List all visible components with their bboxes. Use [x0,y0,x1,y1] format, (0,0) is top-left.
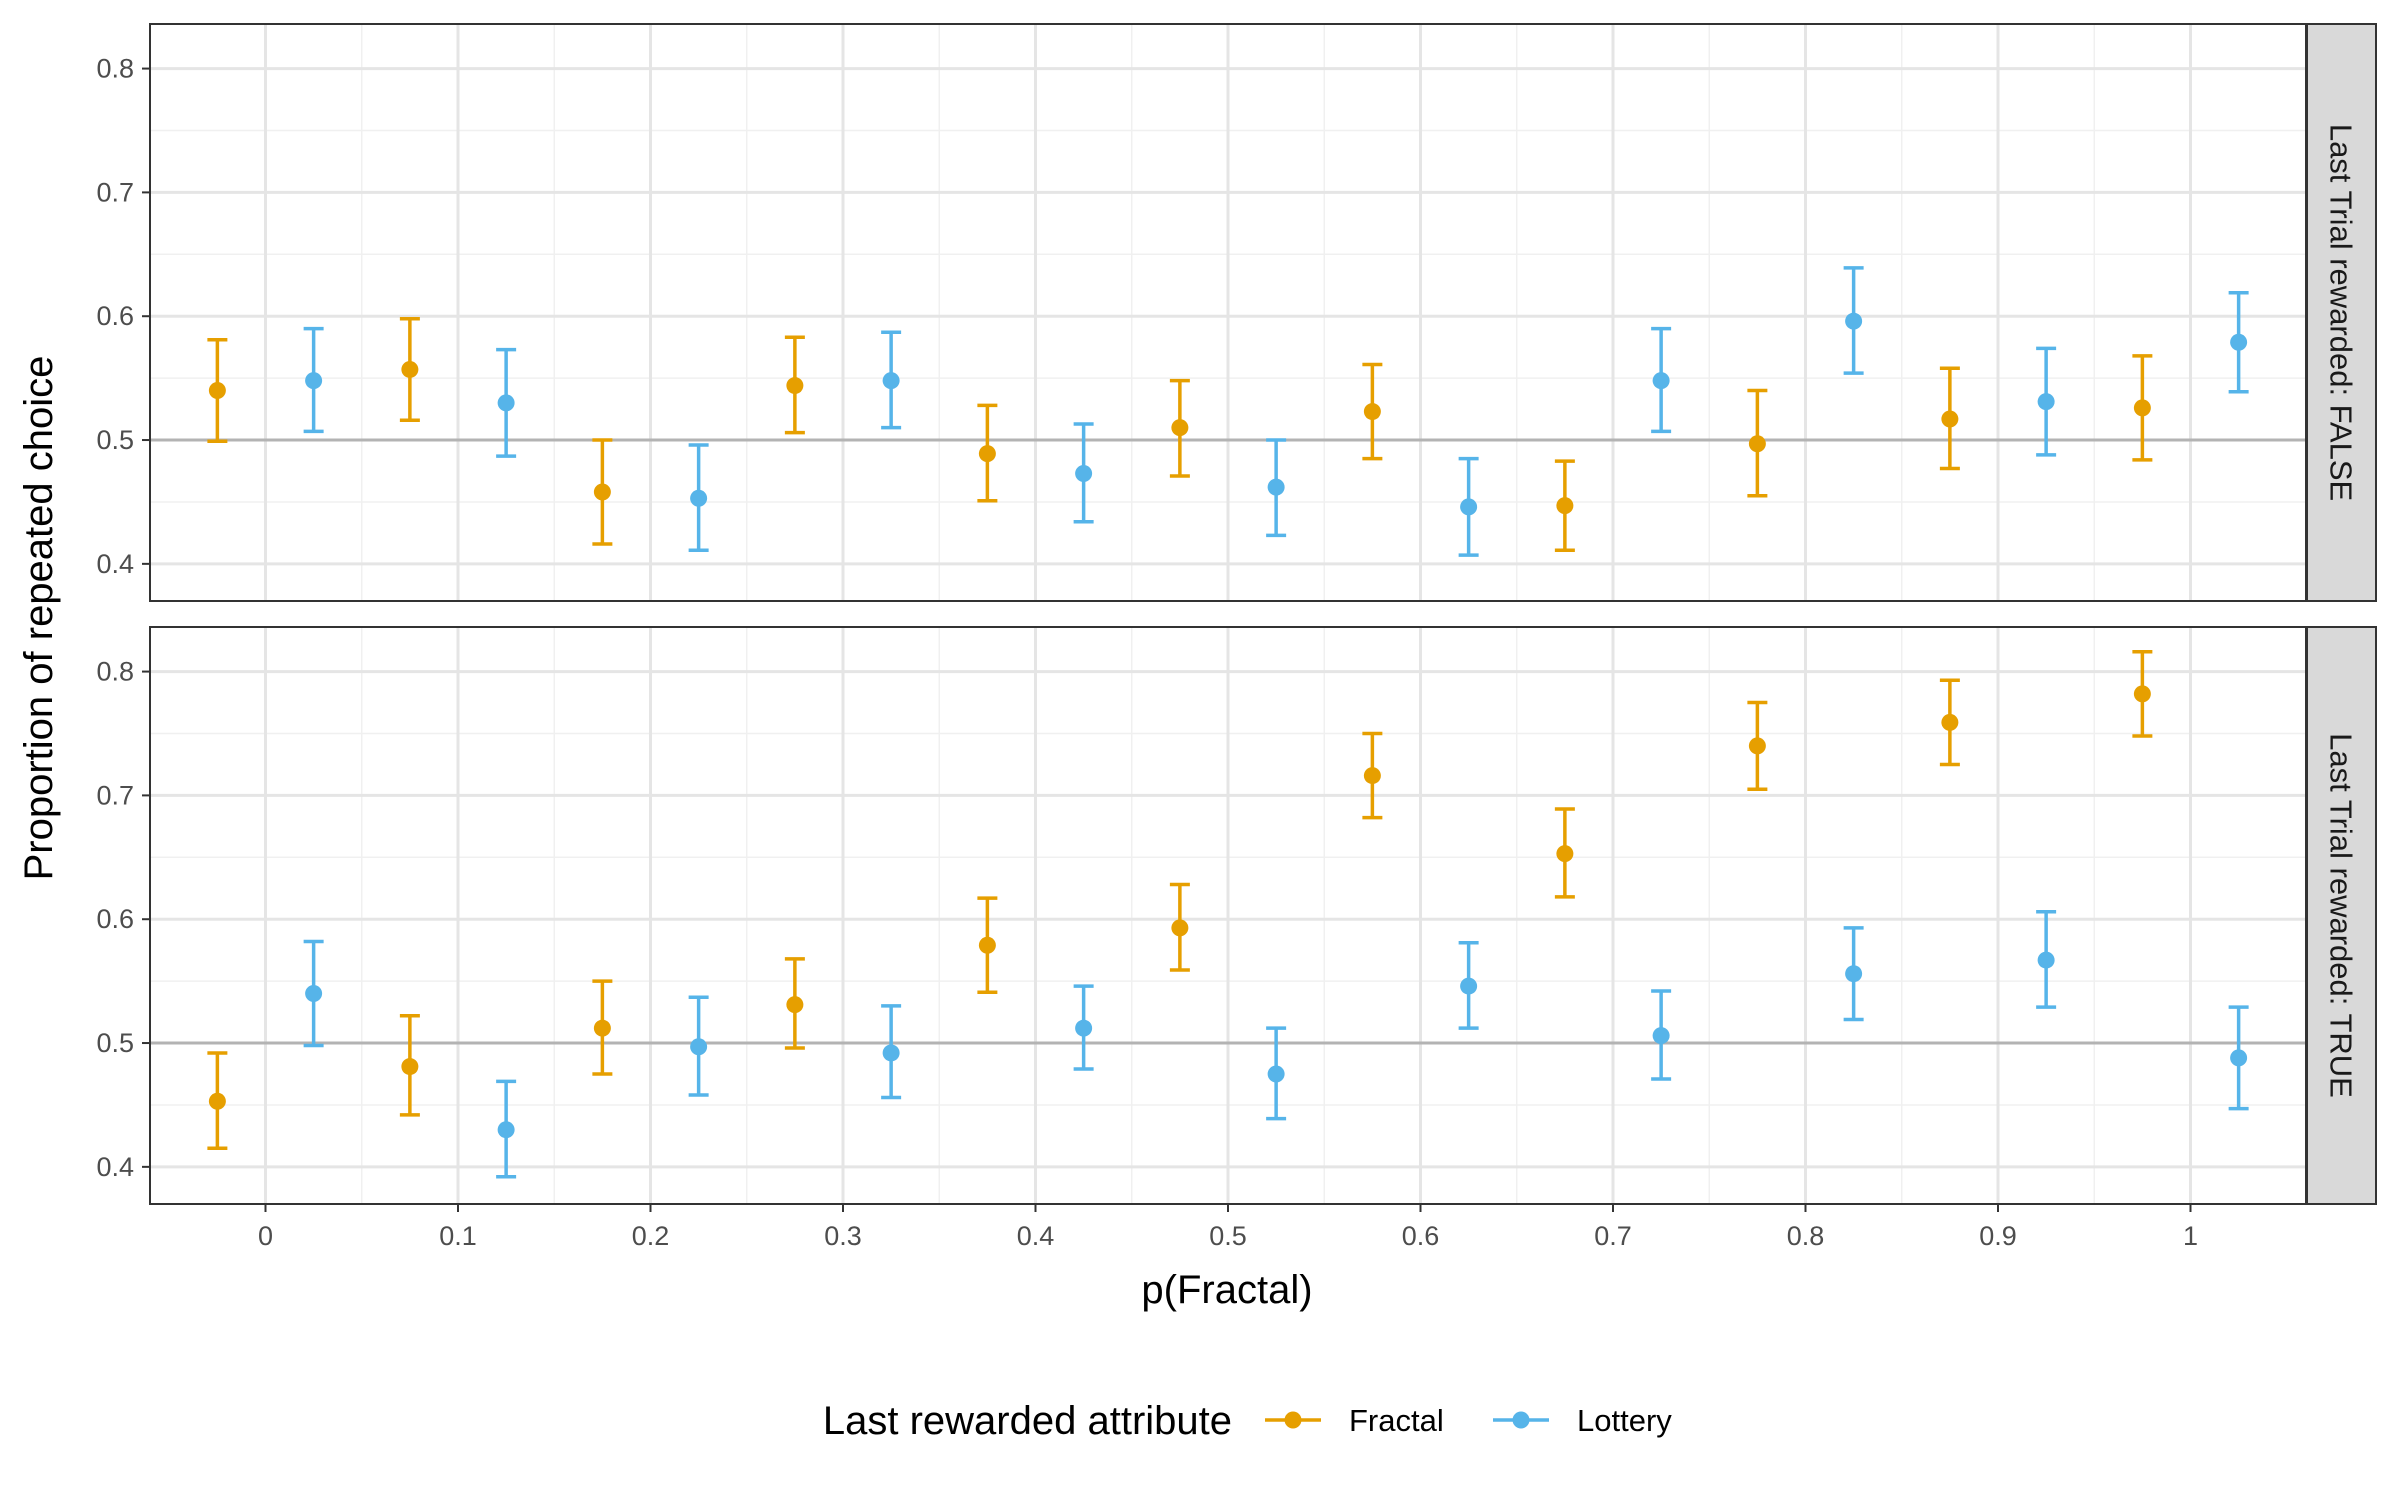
data-point [1748,435,1766,453]
y-tick-label: 0.7 [96,780,134,810]
legend-label: Lottery [1577,1403,1672,1438]
y-tick-label: 0.8 [96,657,134,687]
x-tick-label: 0.6 [1402,1221,1440,1251]
data-point [2133,685,2151,703]
data-point [1267,1065,1285,1083]
x-tick-label: 0.5 [1209,1221,1247,1251]
data-point [1171,919,1189,937]
series-fractal [207,316,2153,552]
data-point [2037,393,2055,411]
data-point [1171,419,1189,437]
data-point [1556,497,1574,515]
x-tick-label: 1 [2183,1221,2198,1251]
data-point [1267,478,1285,496]
x-tick-label: 0.4 [1017,1221,1055,1251]
data-point [1748,737,1766,755]
data-point [1941,410,1959,428]
x-tick-label: 0.9 [1979,1221,2017,1251]
data-point [690,489,708,507]
data-point [497,394,515,412]
data-point [593,483,611,501]
panels-layer: 0.4 0.5 0.6 0.7 0.8 Last Trial rewarded: FALS… [96,23,2377,1205]
data-point [1845,312,1863,330]
panel-1: 0.4 0.5 0.6 0.7 0.8 Last Trial rewarded: FALS… [96,23,2377,602]
data-point [2230,1049,2248,1067]
strip-label: Last Trial rewarded: TRUE [2324,733,2359,1098]
y-tick-label: 0.8 [96,54,134,84]
x-tick-label: 0.7 [1594,1221,1632,1251]
y-axis: 0.4 0.5 0.6 0.7 0.8 [96,54,150,579]
x-tick-label: 0.2 [632,1221,670,1251]
data-point [978,445,996,463]
data-point [208,1092,226,1110]
data-point [1075,1019,1093,1037]
data-point [1941,713,1959,731]
data-point [305,372,323,390]
x-axis-title: p(Fractal) [1141,1268,1312,1312]
data-point [208,382,226,400]
x-tick-label: 0.1 [439,1221,477,1251]
x-tick-label: 0.3 [824,1221,862,1251]
y-tick-label: 0.5 [96,1028,134,1058]
data-point [882,1044,900,1062]
data-point [1556,845,1574,863]
data-point [1845,965,1863,983]
data-point [1460,977,1478,995]
y-axis-title: Proportion of repeated choice [17,356,61,881]
data-point [1460,498,1478,516]
data-point [1652,1027,1670,1045]
data-point [2037,951,2055,969]
strip-label: Last Trial rewarded: FALSE [2324,124,2359,501]
y-tick-label: 0.4 [96,549,134,579]
data-point [401,360,419,378]
data-point [2230,333,2248,351]
x-axis: 0 0.1 0.2 0.3 0.4 0.5 0.6 0.7 0.8 0.9 1 [258,1204,2198,1251]
data-point [786,377,804,395]
data-point [2133,399,2151,417]
legend-key-point [1284,1411,1302,1429]
data-point [593,1019,611,1037]
series-fractal [207,650,2153,1151]
series-lottery [303,266,2249,557]
strip-background [2306,23,2377,602]
legend: Last rewarded attribute Fractal Lottery [823,1399,1672,1443]
legend-label: Fractal [1349,1403,1444,1438]
facet-strip: Last Trial rewarded: FALSE [2306,23,2377,602]
data-point [497,1121,515,1139]
legend-key-fractal: Fractal [1265,1403,1444,1438]
x-tick-label: 0.8 [1787,1221,1825,1251]
panel-2: 0.4 0.5 0.6 0.7 0.8 Last Trial rewarded: TRUE [96,626,2377,1205]
facet-strip: Last Trial rewarded: TRUE [2306,626,2377,1205]
y-tick-label: 0.4 [96,1152,134,1182]
data-point [305,985,323,1003]
y-tick-label: 0.5 [96,425,134,455]
y-tick-label: 0.6 [96,904,134,934]
strip-background [2306,626,2377,1205]
data-point [1363,403,1381,421]
data-point [1363,767,1381,785]
data-point [1652,372,1670,390]
data-point [690,1038,708,1056]
data-point [882,372,900,390]
y-tick-label: 0.7 [96,177,134,207]
legend-key-lottery: Lottery [1493,1403,1672,1438]
data-point [1075,464,1093,482]
x-tick-label: 0 [258,1221,273,1251]
y-tick-label: 0.6 [96,301,134,331]
y-axis: 0.4 0.5 0.6 0.7 0.8 [96,657,150,1182]
legend-title: Last rewarded attribute [823,1399,1232,1443]
data-point [401,1058,419,1076]
series-lottery [303,910,2249,1179]
data-point [978,936,996,954]
data-point [786,996,804,1014]
legend-key-point [1512,1411,1530,1429]
